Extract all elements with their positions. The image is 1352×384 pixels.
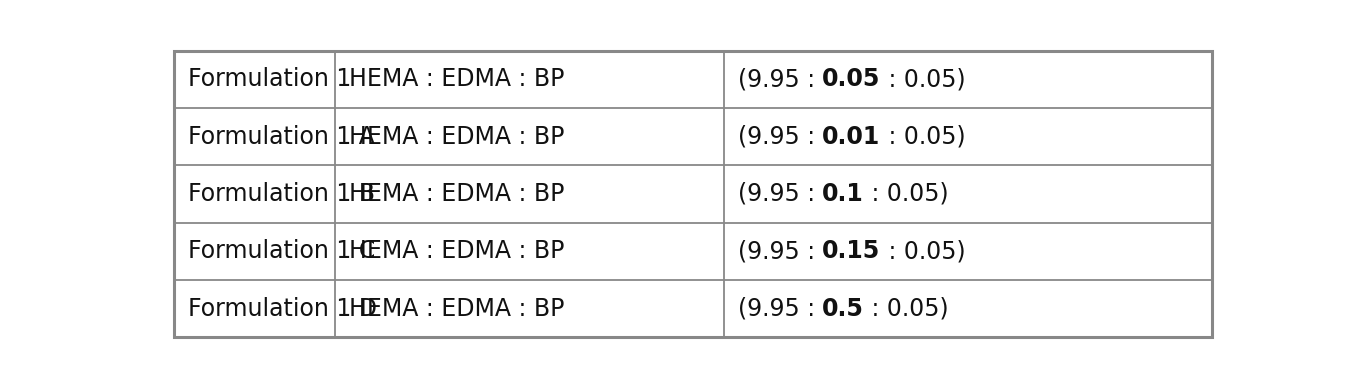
Text: (9.95 :: (9.95 : xyxy=(738,239,822,263)
Text: Formulation 1 A: Formulation 1 A xyxy=(188,124,375,149)
Text: : 0.05): : 0.05) xyxy=(880,124,965,149)
Text: (9.95 :: (9.95 : xyxy=(738,67,822,91)
Text: Formulation 1 B: Formulation 1 B xyxy=(188,182,375,206)
Text: 0.15: 0.15 xyxy=(822,239,880,263)
Text: : 0.05): : 0.05) xyxy=(864,297,949,321)
Text: : 0.05): : 0.05) xyxy=(880,67,965,91)
Text: 0.01: 0.01 xyxy=(822,124,880,149)
Text: (9.95 :: (9.95 : xyxy=(738,124,822,149)
Text: (9.95 :: (9.95 : xyxy=(738,182,822,206)
Text: HEMA : EDMA : BP: HEMA : EDMA : BP xyxy=(349,124,564,149)
Text: Formulation 1: Formulation 1 xyxy=(188,67,352,91)
Text: HEMA : EDMA : BP: HEMA : EDMA : BP xyxy=(349,297,564,321)
Text: 0.05: 0.05 xyxy=(822,67,880,91)
Text: Formulation 1 C: Formulation 1 C xyxy=(188,239,375,263)
Text: HEMA : EDMA : BP: HEMA : EDMA : BP xyxy=(349,182,564,206)
Text: (9.95 :: (9.95 : xyxy=(738,297,822,321)
Text: HEMA : EDMA : BP: HEMA : EDMA : BP xyxy=(349,239,564,263)
Text: : 0.05): : 0.05) xyxy=(880,239,965,263)
Text: : 0.05): : 0.05) xyxy=(864,182,949,206)
Text: 0.1: 0.1 xyxy=(822,182,864,206)
Text: 0.5: 0.5 xyxy=(822,297,864,321)
Text: HEMA : EDMA : BP: HEMA : EDMA : BP xyxy=(349,67,564,91)
Text: Formulation 1 D: Formulation 1 D xyxy=(188,297,377,321)
